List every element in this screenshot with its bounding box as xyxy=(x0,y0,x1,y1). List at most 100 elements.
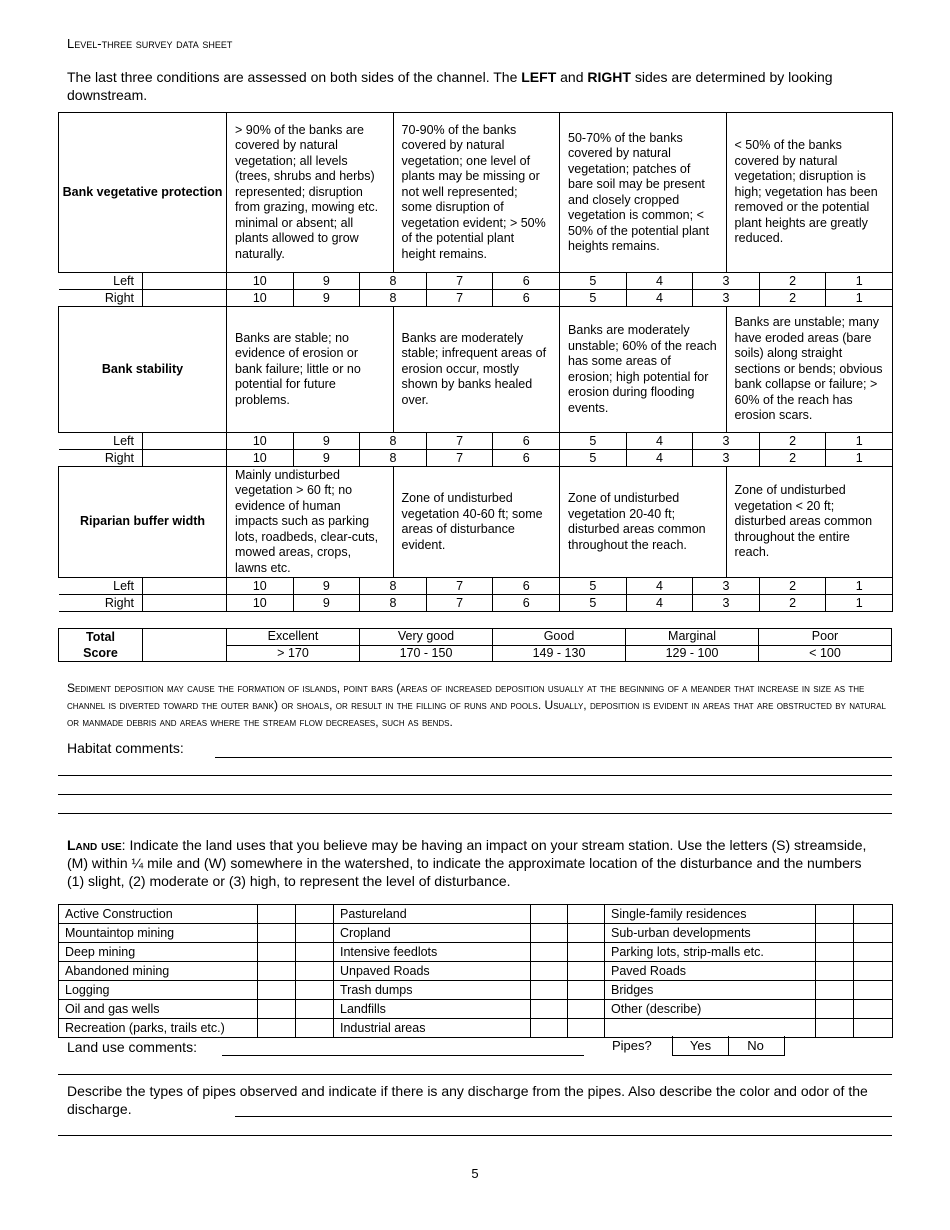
score-option[interactable]: 1 xyxy=(825,449,894,467)
score-option[interactable]: 2 xyxy=(758,289,827,307)
land-use-comments-line[interactable] xyxy=(222,1055,584,1056)
score-option[interactable]: 7 xyxy=(425,272,494,290)
land-use-location-input[interactable] xyxy=(530,1018,568,1038)
score-option[interactable]: 10 xyxy=(226,594,294,612)
score-option[interactable]: 2 xyxy=(758,272,827,290)
side-score-input[interactable] xyxy=(141,289,228,307)
score-option[interactable]: 7 xyxy=(425,449,494,467)
land-use-location-input[interactable] xyxy=(815,999,854,1019)
score-option[interactable]: 4 xyxy=(625,577,694,595)
score-option[interactable]: 10 xyxy=(226,449,294,467)
side-score-input[interactable] xyxy=(141,594,228,612)
score-option[interactable]: 1 xyxy=(825,432,894,450)
land-use-location-input[interactable] xyxy=(257,1018,296,1038)
land-use-level-input[interactable] xyxy=(295,980,334,1000)
score-option[interactable]: 5 xyxy=(559,272,627,290)
land-use-location-input[interactable] xyxy=(257,942,296,962)
score-option[interactable]: 1 xyxy=(825,594,894,612)
score-option[interactable]: 6 xyxy=(492,449,561,467)
score-option[interactable]: 8 xyxy=(359,449,427,467)
score-option[interactable]: 8 xyxy=(359,289,427,307)
score-option[interactable]: 8 xyxy=(359,594,427,612)
land-use-location-input[interactable] xyxy=(815,961,854,981)
score-option[interactable]: 3 xyxy=(692,432,760,450)
score-option[interactable]: 4 xyxy=(625,594,694,612)
score-option[interactable]: 3 xyxy=(692,289,760,307)
score-option[interactable]: 1 xyxy=(825,577,894,595)
habitat-comments-line[interactable] xyxy=(58,813,892,814)
land-use-level-input[interactable] xyxy=(853,942,893,962)
score-option[interactable]: 9 xyxy=(292,594,361,612)
land-use-level-input[interactable] xyxy=(295,923,334,943)
land-use-level-input[interactable] xyxy=(853,961,893,981)
score-option[interactable]: 7 xyxy=(425,577,494,595)
score-option[interactable]: 10 xyxy=(226,432,294,450)
score-option[interactable]: 5 xyxy=(559,289,627,307)
score-option[interactable]: 3 xyxy=(692,594,760,612)
land-use-location-input[interactable] xyxy=(530,942,568,962)
score-option[interactable]: 5 xyxy=(559,432,627,450)
land-use-level-input[interactable] xyxy=(853,1018,893,1038)
land-use-level-input[interactable] xyxy=(853,904,893,924)
land-use-location-input[interactable] xyxy=(257,980,296,1000)
score-option[interactable]: 5 xyxy=(559,594,627,612)
land-use-level-input[interactable] xyxy=(853,980,893,1000)
score-option[interactable]: 1 xyxy=(825,272,894,290)
score-option[interactable]: 4 xyxy=(625,449,694,467)
score-option[interactable]: 6 xyxy=(492,432,561,450)
pipes-yes-option[interactable]: Yes xyxy=(672,1036,729,1056)
score-option[interactable]: 2 xyxy=(758,594,827,612)
land-use-level-input[interactable] xyxy=(853,999,893,1019)
score-option[interactable]: 2 xyxy=(758,449,827,467)
land-use-level-input[interactable] xyxy=(567,999,605,1019)
land-use-location-input[interactable] xyxy=(257,904,296,924)
score-option[interactable]: 9 xyxy=(292,432,361,450)
score-option[interactable]: 8 xyxy=(359,432,427,450)
score-option[interactable]: 6 xyxy=(492,289,561,307)
score-option[interactable]: 9 xyxy=(292,449,361,467)
score-option[interactable]: 2 xyxy=(758,432,827,450)
land-use-level-input[interactable] xyxy=(567,961,605,981)
score-option[interactable]: 10 xyxy=(226,272,294,290)
score-option[interactable]: 2 xyxy=(758,577,827,595)
score-option[interactable]: 4 xyxy=(625,272,694,290)
land-use-location-input[interactable] xyxy=(257,999,296,1019)
land-use-level-input[interactable] xyxy=(853,923,893,943)
land-use-location-input[interactable] xyxy=(815,980,854,1000)
score-option[interactable]: 4 xyxy=(625,432,694,450)
habitat-comments-line[interactable] xyxy=(58,775,892,776)
score-option[interactable]: 6 xyxy=(492,272,561,290)
land-use-level-input[interactable] xyxy=(295,999,334,1019)
pipes-description-line[interactable] xyxy=(235,1116,892,1117)
land-use-location-input[interactable] xyxy=(815,923,854,943)
habitat-comments-line[interactable] xyxy=(58,794,892,795)
total-score-input[interactable] xyxy=(142,628,227,662)
score-option[interactable]: 4 xyxy=(625,289,694,307)
land-use-level-input[interactable] xyxy=(567,942,605,962)
score-option[interactable]: 1 xyxy=(825,289,894,307)
score-option[interactable]: 5 xyxy=(559,577,627,595)
land-use-level-input[interactable] xyxy=(295,1018,334,1038)
land-use-location-input[interactable] xyxy=(815,942,854,962)
score-option[interactable]: 7 xyxy=(425,594,494,612)
score-option[interactable]: 10 xyxy=(226,289,294,307)
score-option[interactable]: 8 xyxy=(359,272,427,290)
land-use-location-input[interactable] xyxy=(530,904,568,924)
land-use-level-input[interactable] xyxy=(567,904,605,924)
score-option[interactable]: 9 xyxy=(292,272,361,290)
score-option[interactable]: 6 xyxy=(492,594,561,612)
side-score-input[interactable] xyxy=(141,432,228,450)
score-option[interactable]: 3 xyxy=(692,449,760,467)
score-option[interactable]: 7 xyxy=(425,432,494,450)
land-use-level-input[interactable] xyxy=(567,923,605,943)
land-use-location-input[interactable] xyxy=(530,961,568,981)
score-option[interactable]: 3 xyxy=(692,577,760,595)
pipes-description-line[interactable] xyxy=(58,1135,892,1136)
land-use-level-input[interactable] xyxy=(295,942,334,962)
score-option[interactable]: 9 xyxy=(292,289,361,307)
land-use-level-input[interactable] xyxy=(295,904,334,924)
pipes-no-option[interactable]: No xyxy=(727,1036,785,1056)
score-option[interactable]: 7 xyxy=(425,289,494,307)
land-use-location-input[interactable] xyxy=(815,904,854,924)
land-use-level-input[interactable] xyxy=(295,961,334,981)
